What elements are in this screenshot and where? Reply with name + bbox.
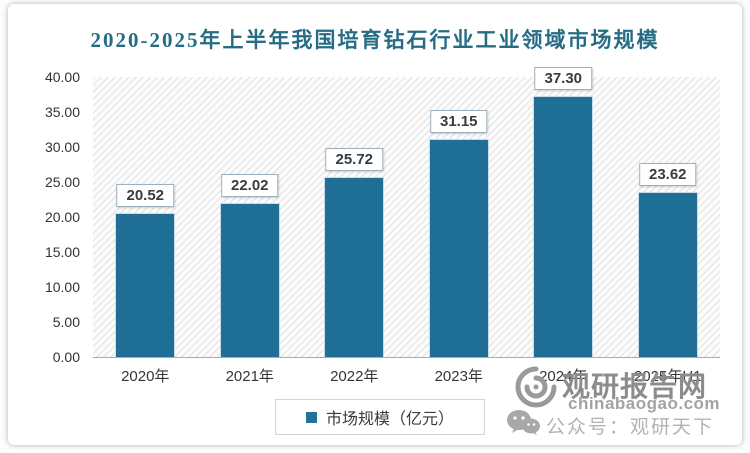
x-tick-label: 2022年 [330,368,379,385]
bar-value-label: 22.02 [220,174,279,197]
y-tick-label: 0.00 [52,349,80,365]
y-tick-label: 15.00 [44,244,80,260]
bar-value-label: 31.15 [429,110,488,133]
y-tick-label: 10.00 [44,279,80,295]
bar-value-label: 25.72 [325,148,384,171]
y-tick-label: 40.00 [44,69,80,85]
watermark-wechat-line: 公众号：观研天下 [546,417,715,438]
y-tick-label: 35.00 [44,104,80,120]
y-tick-label: 5.00 [52,314,80,330]
y-tick-label: 20.00 [44,209,80,225]
bar-2025年H1 [637,192,698,357]
plot-area: 20.52 22.02 25.72 31.15 37.30 23.62 [93,67,720,358]
y-tick-label: 25.00 [44,174,80,190]
bar-2023年 [428,139,489,357]
x-tick-label: 2021年 [225,368,274,385]
x-axis-labels: 2020年 2021年 2022年 2023年 2024年 2025年H1 [93,365,720,386]
y-tick-label: 30.00 [44,139,80,155]
bar-value-label: 20.52 [116,184,175,207]
legend-marker-icon [305,411,317,423]
x-tick-label: 2023年 [434,368,483,385]
x-tick-label: 2020年 [121,368,170,385]
bar-value-label: 23.62 [638,163,697,186]
x-tick-label: 2025年H1 [633,368,702,385]
watermark-site-url: chinabaogao.com [568,394,721,413]
y-axis: 40.00 35.00 30.00 25.00 20.00 15.00 10.00 5.00 0… [8,69,84,365]
legend: 市场规模（亿元） [274,399,486,435]
bar-2022年 [324,177,385,357]
bar-value-label: 37.30 [534,67,593,90]
bar-2021年 [219,203,280,357]
chart-card: 2020-2025年上半年我国培育钻石行业工业领域市场规模 40.00 35.00… [8,4,742,445]
x-tick-label: 2024年 [539,368,588,385]
wechat-icon [506,409,540,442]
chart-title: 2020-2025年上半年我国培育钻石行业工业领域市场规模 [90,28,660,52]
legend-label: 市场规模（亿元） [325,411,455,428]
bar-2020年 [115,213,176,357]
bar-2024年 [533,96,594,357]
